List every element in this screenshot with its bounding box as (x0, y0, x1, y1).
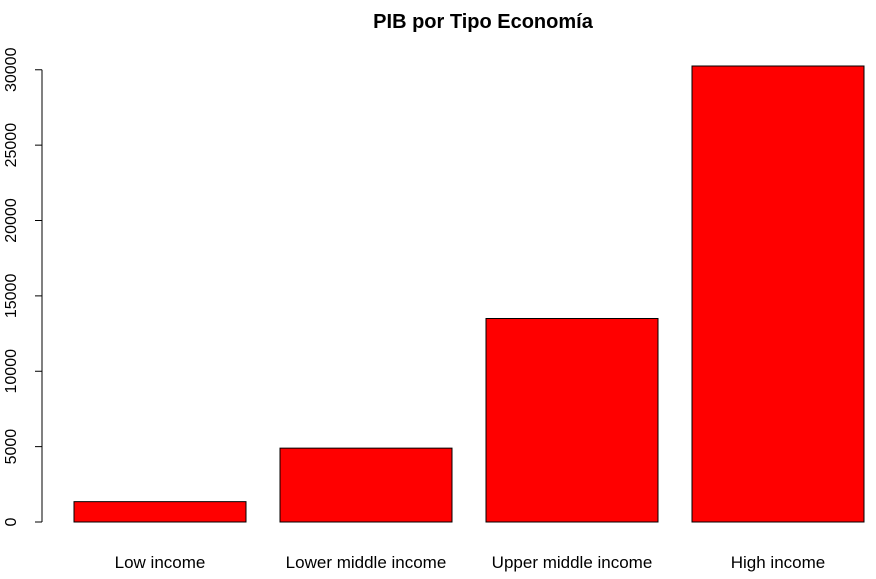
x-axis-labels: Low income Lower middle income Upper middl… (115, 553, 826, 572)
y-tick-label: 10000 (3, 349, 20, 394)
y-axis: 0 5000 10000 15000 20000 25000 30000 (3, 47, 43, 526)
x-category-label: High income (731, 553, 826, 572)
x-category-label: Low income (115, 553, 206, 572)
y-tick-label: 5000 (3, 429, 20, 465)
y-tick-label: 0 (3, 517, 20, 526)
y-tick-label: 20000 (3, 198, 20, 243)
y-tick-label: 30000 (3, 47, 20, 92)
bar (279, 447, 453, 523)
bar (73, 501, 247, 523)
y-tick-label: 15000 (3, 274, 20, 319)
bars (73, 65, 865, 523)
bar (485, 317, 659, 523)
x-category-label: Upper middle income (492, 553, 653, 572)
bar (691, 65, 865, 523)
y-tick-label: 25000 (3, 123, 20, 168)
chart-title: PIB por Tipo Economía (373, 11, 594, 33)
x-category-label: Lower middle income (286, 553, 447, 572)
